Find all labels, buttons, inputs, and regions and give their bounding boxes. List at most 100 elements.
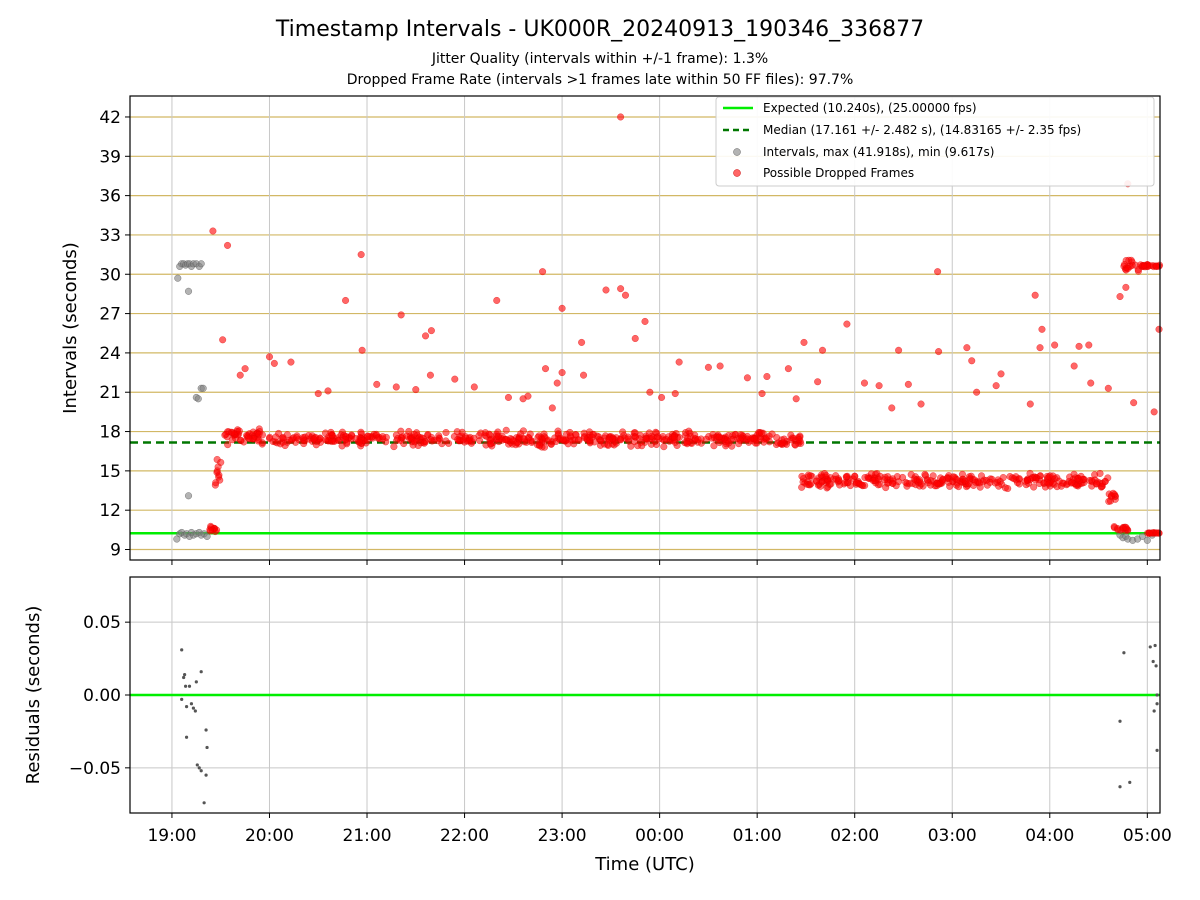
dropped-frame-point xyxy=(279,433,287,441)
dropped-frame-point xyxy=(502,426,510,434)
residual-point xyxy=(1118,785,1122,789)
residual-point xyxy=(204,773,208,777)
residual-point xyxy=(202,801,206,805)
x-tick-label-02:00: 02:00 xyxy=(830,826,879,846)
legend: Expected (10.240s), (25.00000 fps) Media… xyxy=(715,96,1155,187)
dropped-frame-point xyxy=(889,475,897,483)
dropped-frame-point xyxy=(335,437,343,444)
dropped-frame-point xyxy=(300,440,308,448)
top-ytick-label-42: 42 xyxy=(99,108,121,128)
residual-point xyxy=(195,763,199,767)
dropped-frame-point xyxy=(588,433,596,441)
dropped-frame-point xyxy=(867,470,875,478)
dropped-frame-point xyxy=(228,436,236,444)
dropped-frame-point xyxy=(968,357,976,365)
top-ytick-label-21: 21 xyxy=(99,383,121,403)
dropped-frame-point xyxy=(1155,325,1163,333)
dropped-frame-point xyxy=(1070,362,1078,370)
x-tick-label-22:00: 22:00 xyxy=(440,826,489,846)
dropped-frame-point xyxy=(1085,341,1093,349)
dropped-frame-point xyxy=(973,388,981,396)
legend-intervals-label: Intervals, max (41.918s), min (9.617s) xyxy=(763,145,994,159)
top-ytick-label-33: 33 xyxy=(99,226,121,246)
top-ytick-label-36: 36 xyxy=(99,187,121,207)
top-ytick-label-9: 9 xyxy=(110,541,121,561)
dropped-frame-point xyxy=(287,358,295,366)
dropped-frame-point xyxy=(509,437,517,445)
dropped-frame-point xyxy=(963,344,971,352)
dropped-frame-point xyxy=(1145,529,1153,537)
dropped-frame-point xyxy=(544,436,552,444)
dropped-frame-point xyxy=(575,436,583,444)
dropped-frame-point xyxy=(1057,482,1065,490)
interval-point xyxy=(173,535,181,543)
legend-dropped-label: Possible Dropped Frames xyxy=(763,166,914,180)
dropped-frame-point xyxy=(504,394,512,401)
chart-title: Timestamp Intervals - UK000R_20240913_19… xyxy=(275,17,924,42)
dropped-frame-point xyxy=(527,436,535,444)
residual-point xyxy=(183,673,187,677)
dropped-frame-point xyxy=(675,358,683,366)
dropped-frame-point xyxy=(1152,262,1160,270)
dropped-frame-point xyxy=(798,472,806,480)
dropped-frame-point xyxy=(1051,341,1059,349)
residual-point xyxy=(1155,748,1159,752)
chart-subtitle-jitter: Jitter Quality (intervals within +/-1 fr… xyxy=(431,51,768,67)
residual-point xyxy=(1118,719,1122,723)
top-ytick-label-39: 39 xyxy=(99,147,121,167)
dropped-frame-point xyxy=(949,473,957,481)
dropped-frame-point xyxy=(861,379,868,387)
dropped-frame-point xyxy=(526,430,534,438)
bottom-series xyxy=(130,643,1160,805)
residual-point xyxy=(1153,643,1157,648)
residual-point xyxy=(183,684,188,688)
dropped-frame-point xyxy=(617,285,625,293)
dropped-frame-point xyxy=(631,335,639,342)
dropped-frame-point xyxy=(624,433,632,441)
dropped-frame-point xyxy=(1021,477,1029,485)
dropped-frame-point xyxy=(1104,384,1112,392)
dropped-frame-point xyxy=(566,428,574,436)
dropped-frame-point xyxy=(992,382,1000,390)
dropped-frame-point xyxy=(916,476,923,484)
residual-point xyxy=(197,766,201,770)
dropped-frame-point xyxy=(1130,399,1138,407)
dropped-frame-point xyxy=(558,369,566,377)
dropped-frame-point xyxy=(486,440,494,448)
dropped-frame-point xyxy=(422,332,429,340)
dropped-frame-point xyxy=(314,390,322,397)
bottom-y-axis-label: Residuals (seconds) xyxy=(23,606,44,785)
dropped-frame-point xyxy=(763,373,771,380)
top-y-axis-label: Intervals (seconds) xyxy=(60,242,81,414)
dropped-frame-point xyxy=(426,371,434,379)
interval-point xyxy=(185,287,193,295)
dropped-frame-point xyxy=(255,430,263,438)
top-ytick-label-24: 24 xyxy=(99,344,121,364)
residual-point xyxy=(204,728,208,732)
dropped-frame-point xyxy=(379,433,387,441)
dropped-frame-point xyxy=(206,527,214,535)
interval-point xyxy=(194,395,202,403)
x-tick-label-03:00: 03:00 xyxy=(928,826,977,846)
residual-point xyxy=(1122,651,1126,655)
dropped-frame-point xyxy=(660,443,668,451)
dropped-frame-point xyxy=(670,433,678,441)
dropped-frame-point xyxy=(224,441,232,449)
dropped-frame-point xyxy=(578,338,586,346)
dropped-frame-point xyxy=(1043,478,1051,486)
dropped-frame-point xyxy=(477,429,485,437)
dropped-frame-point xyxy=(244,434,252,442)
residual-point xyxy=(182,675,186,680)
dropped-frame-point xyxy=(1038,325,1046,333)
dropped-frame-point xyxy=(917,400,925,408)
dropped-frame-point xyxy=(1122,523,1130,531)
legend-dropped-swatch xyxy=(733,169,741,177)
dropped-frame-point xyxy=(1036,344,1044,352)
dropped-frame-point xyxy=(716,362,724,370)
dropped-frame-point xyxy=(1049,479,1057,487)
dropped-frame-point xyxy=(534,433,542,441)
dropped-frame-point xyxy=(394,435,402,442)
dropped-frame-point xyxy=(747,435,755,443)
dropped-frame-point xyxy=(397,311,405,319)
dropped-frame-point xyxy=(999,474,1007,481)
